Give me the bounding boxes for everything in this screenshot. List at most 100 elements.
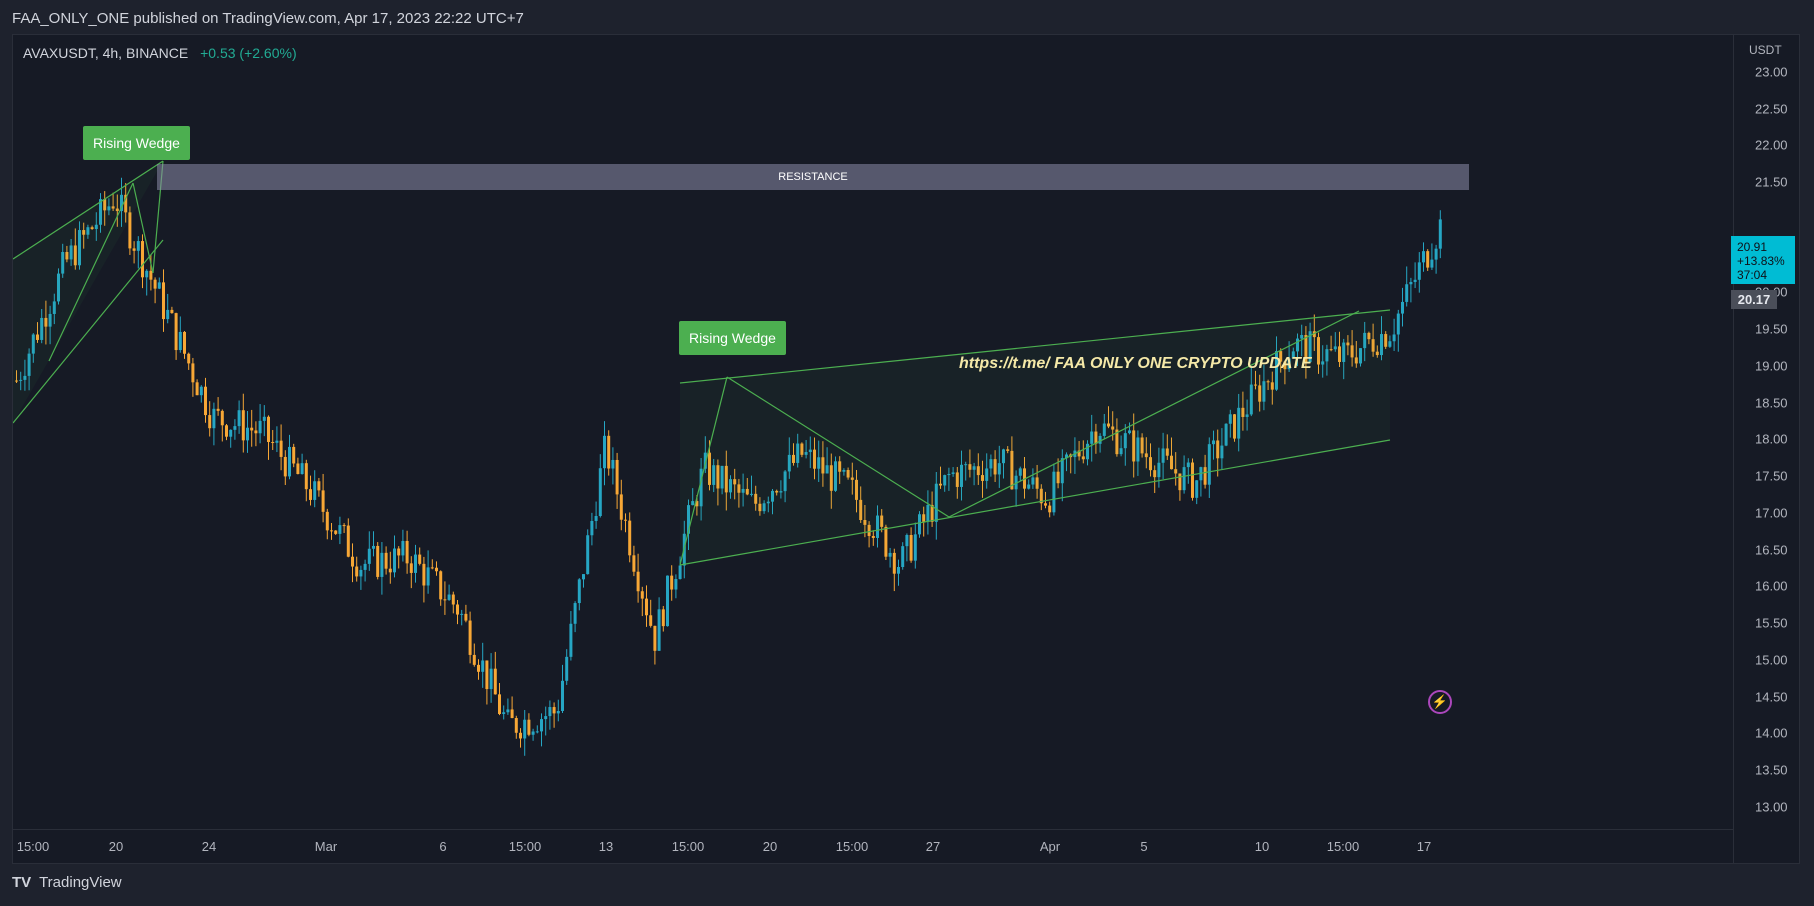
candle-body [351,556,354,567]
wedge-2-lower-line[interactable] [679,439,1391,566]
candle-body [1086,443,1089,460]
candle-body [1115,429,1119,455]
candle-body [456,604,459,615]
candle-body [1149,457,1152,471]
candle-body [472,654,476,665]
candle-body [136,241,140,251]
price-tick-label: 22.50 [1755,101,1788,117]
candle-body [1325,349,1329,362]
wedge-2-swing-line[interactable] [679,376,728,566]
candle-body [670,575,674,590]
candle-body [594,515,598,521]
candle-body [1354,357,1358,364]
time-tick-label: 15:00 [1326,839,1360,854]
candle-body [1283,361,1287,370]
lightning-icon[interactable]: ⚡ [1428,690,1452,714]
time-tick-label: 6 [439,839,447,854]
candle-body [204,386,207,416]
currency-label[interactable]: USDT [1749,43,1782,57]
wedge-2-swing-line[interactable] [726,376,950,518]
wedge-1-lower-line[interactable] [13,239,164,424]
candle-body [1333,346,1337,350]
brand-name: TradingView [39,874,122,891]
candle-body [590,520,594,536]
price-tick-label: 18.00 [1755,431,1788,447]
candle-body [985,468,989,481]
candle-body [813,449,816,469]
candle-body [183,331,186,354]
time-tick-label: 24 [201,839,217,854]
symbol-legend[interactable]: AVAXUSDT, 4h, BINANCE +0.53 (+2.60%) [23,45,297,61]
candle-body [653,625,657,651]
candle-body [863,520,867,525]
candle-body [1048,505,1052,513]
candle-body [1291,351,1295,359]
bar-countdown: 37:04 [1737,268,1768,282]
candle-body [943,475,947,486]
candle-body [355,566,359,577]
candle-body [304,463,308,490]
candle-body [237,410,241,427]
price-chart[interactable] [13,35,1799,863]
candle-body [1052,471,1056,513]
candle-body [82,230,86,235]
candle-body [1220,445,1224,459]
candle-body [1371,339,1375,352]
candle-body [716,465,720,489]
candle-body [519,732,522,739]
time-tick-label: 15:00 [671,839,705,854]
candle-body [1312,331,1316,338]
resistance-zone[interactable]: RESISTANCE [157,164,1469,190]
rising-wedge-label-1[interactable]: Rising Wedge [83,126,190,160]
wedge-1-swing-line[interactable] [48,182,134,362]
wedge-2-swing-line[interactable] [948,310,1360,518]
candle-body [1161,448,1165,463]
price-tick-label: 17.00 [1755,505,1788,521]
candle-body [397,548,401,556]
candle-body [779,491,783,493]
candle-body [15,380,18,382]
candle-body [1350,345,1354,358]
candle-body [569,623,573,657]
candle-body [1258,385,1262,402]
candle-body [493,668,497,695]
candle-body [367,548,371,564]
candle-body [1144,453,1148,458]
candle-body [90,227,94,230]
candle-body [771,490,774,502]
rising-wedge-1-area[interactable] [13,161,163,423]
candle-body [548,707,552,717]
wedge-2-upper-line[interactable] [679,309,1391,384]
telegram-link-annotation[interactable]: https://t.me/ FAA ONLY ONE CRYPTO UPDATE [959,355,1312,372]
candle-body [1233,414,1236,439]
candle-body [918,514,921,535]
wedge-1-swing-line[interactable] [132,182,154,274]
candle-body [342,525,346,527]
candle-body [481,660,485,672]
chart-panel[interactable]: AVAXUSDT, 4h, BINANCE +0.53 (+2.60%) USD… [12,34,1800,864]
candle-body [422,563,426,586]
candle-body [552,707,556,714]
candle-body [993,459,997,475]
candle-body [124,194,128,213]
candle-body [166,309,170,320]
candle-body [36,334,39,340]
candle-body [292,446,296,464]
candle-body [258,420,262,434]
wedge-1-upper-line[interactable] [13,160,164,260]
tradingview-footer[interactable]: TV TradingView [12,874,122,891]
candle-body [1119,448,1123,455]
candle-body [1157,462,1161,478]
candle-body [1388,341,1392,347]
candle-body [1165,448,1169,456]
candle-body [220,410,224,426]
candle-body [1039,488,1043,504]
rising-wedge-label-2[interactable]: Rising Wedge [679,321,786,355]
candle-body [531,731,535,735]
candle-body [964,464,968,466]
candle-body [1010,450,1014,490]
candle-body [157,282,161,289]
rising-wedge-2-area[interactable] [680,310,1390,565]
candle-body [800,443,804,455]
candle-body [729,479,732,493]
